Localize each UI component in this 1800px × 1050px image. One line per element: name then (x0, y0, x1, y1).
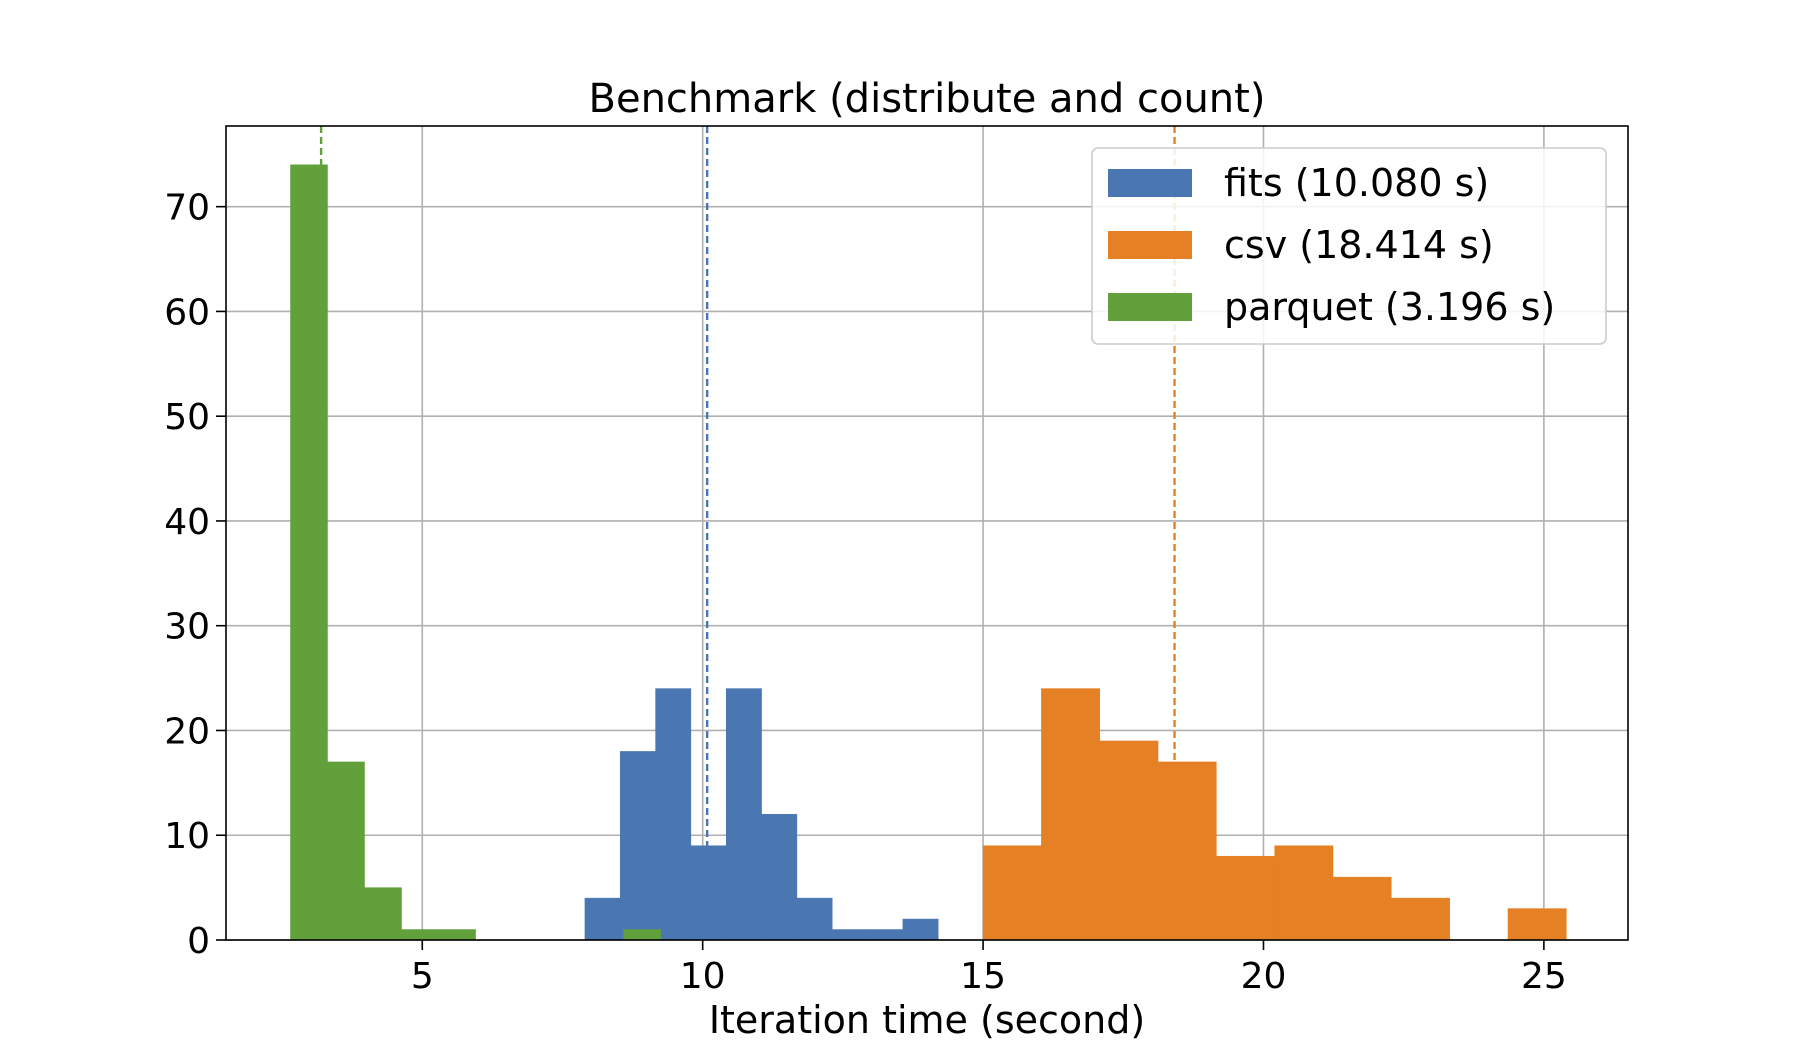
bar-series-0 (725, 688, 762, 941)
y-tick-label: 50 (164, 397, 210, 438)
legend-frame (1091, 147, 1607, 345)
y-tick-label: 10 (164, 816, 210, 857)
bar-series-0 (690, 845, 727, 941)
bar-series-0 (761, 814, 798, 941)
bar-series-2 (623, 929, 661, 941)
x-tick-label: 25 (1521, 956, 1567, 997)
bar-series-1 (1332, 876, 1392, 941)
bar-series-1 (1157, 761, 1217, 941)
x-tick-label: 20 (1241, 956, 1287, 997)
legend: fits (10.080 s) csv (18.414 s) parquet (3.… (1091, 147, 1607, 345)
bar-series-0 (584, 897, 621, 941)
legend-swatch (1108, 169, 1192, 197)
y-tick-label: 20 (164, 711, 210, 752)
grid-lines (226, 126, 1628, 941)
x-tick-label: 10 (680, 956, 726, 997)
bar-series-1 (982, 845, 1042, 941)
y-tick-label: 0 (187, 921, 210, 962)
bar-series-1 (1099, 740, 1159, 941)
bar-series-0 (655, 688, 692, 941)
bar-series-0 (619, 751, 656, 941)
histogram-bars (290, 164, 1567, 941)
bar-series-1 (1216, 855, 1275, 941)
axis-ticks: 5 10 15 20 25 0 10 20 30 40 50 60 70 (164, 188, 1567, 997)
legend-label: csv (18.414 s) (1224, 223, 1494, 267)
bar-series-2 (438, 929, 476, 941)
x-tick-label: 5 (411, 956, 434, 997)
y-tick-label: 70 (164, 188, 210, 229)
bar-series-0 (902, 918, 939, 941)
legend-swatch (1108, 293, 1192, 321)
bar-series-0 (867, 929, 904, 941)
y-tick-label: 40 (164, 502, 210, 543)
bar-series-1 (1507, 908, 1567, 941)
x-axis-title: Iteration time (second) (709, 998, 1145, 1042)
legend-label: fits (10.080 s) (1224, 161, 1489, 205)
bar-series-0 (796, 897, 833, 941)
bar-series-1 (1274, 845, 1334, 941)
x-tick-label: 15 (960, 956, 1006, 997)
bar-series-2 (401, 929, 439, 941)
bar-series-1 (1041, 688, 1100, 941)
bar-series-2 (364, 887, 402, 941)
bar-series-1 (1391, 897, 1450, 941)
bar-series-0 (831, 929, 868, 941)
legend-swatch (1108, 231, 1192, 259)
y-tick-label: 30 (164, 607, 210, 648)
chart-title: Benchmark (distribute and count) (589, 76, 1266, 122)
bar-series-2 (327, 761, 365, 941)
legend-label: parquet (3.196 s) (1224, 285, 1555, 329)
plot-frame (225, 125, 1629, 941)
y-tick-label: 60 (164, 292, 210, 333)
